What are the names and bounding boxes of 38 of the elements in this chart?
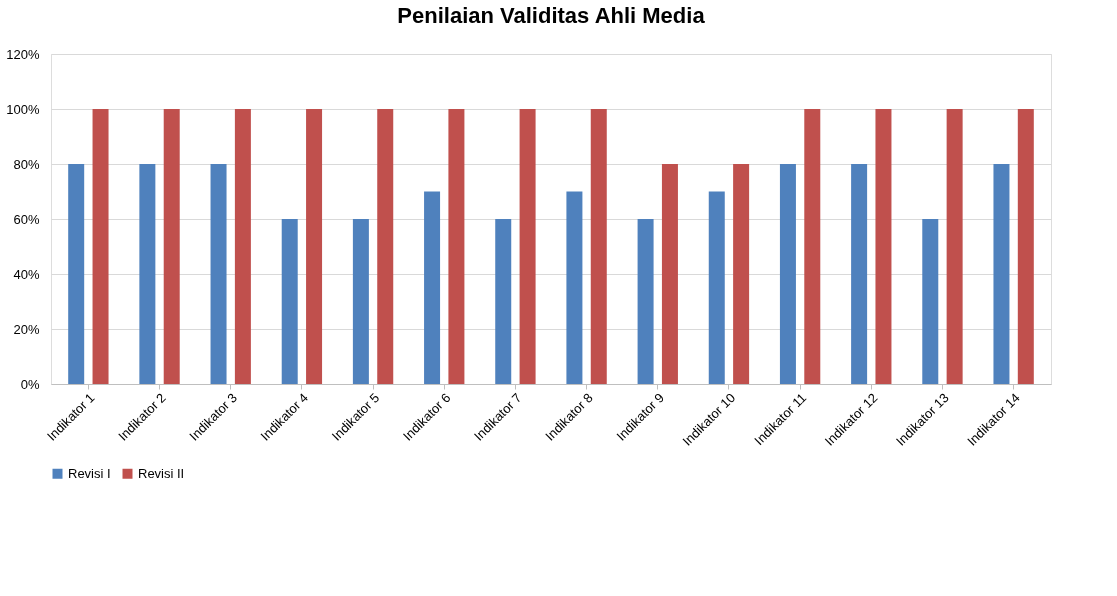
bar bbox=[946, 109, 963, 384]
bar bbox=[306, 109, 323, 384]
bar bbox=[448, 109, 465, 384]
y-tick-label: 0% bbox=[20, 376, 40, 392]
bar bbox=[68, 164, 85, 384]
bar bbox=[875, 109, 892, 384]
bar bbox=[851, 164, 868, 384]
bar bbox=[424, 191, 441, 384]
y-tick-label: 80% bbox=[13, 156, 40, 172]
bar bbox=[519, 109, 536, 384]
bar bbox=[922, 219, 939, 384]
bar bbox=[163, 109, 180, 384]
bar bbox=[804, 109, 821, 384]
bar bbox=[566, 191, 583, 384]
bar bbox=[637, 219, 654, 384]
bar bbox=[139, 164, 156, 384]
y-tick-label: 40% bbox=[13, 266, 40, 282]
y-tick-label: 100% bbox=[6, 101, 40, 117]
bar bbox=[733, 164, 750, 384]
bar bbox=[1017, 109, 1034, 384]
bar bbox=[993, 164, 1010, 384]
bar bbox=[352, 219, 369, 384]
y-tick-label: 20% bbox=[13, 321, 40, 337]
bar bbox=[661, 164, 678, 384]
bar bbox=[708, 191, 725, 384]
bar bbox=[779, 164, 796, 384]
legend-label: Revisi II bbox=[138, 465, 185, 481]
bar bbox=[377, 109, 394, 384]
bar bbox=[234, 109, 251, 384]
bar bbox=[281, 219, 298, 384]
bar bbox=[495, 219, 512, 384]
legend-label: Revisi I bbox=[68, 465, 111, 481]
y-tick-label: 120% bbox=[6, 46, 40, 62]
chart-title: Penilaian Validitas Ahli Media bbox=[397, 3, 706, 28]
bar bbox=[210, 164, 227, 384]
y-tick-label: 60% bbox=[13, 211, 40, 227]
bar bbox=[92, 109, 109, 384]
bar bbox=[590, 109, 607, 384]
